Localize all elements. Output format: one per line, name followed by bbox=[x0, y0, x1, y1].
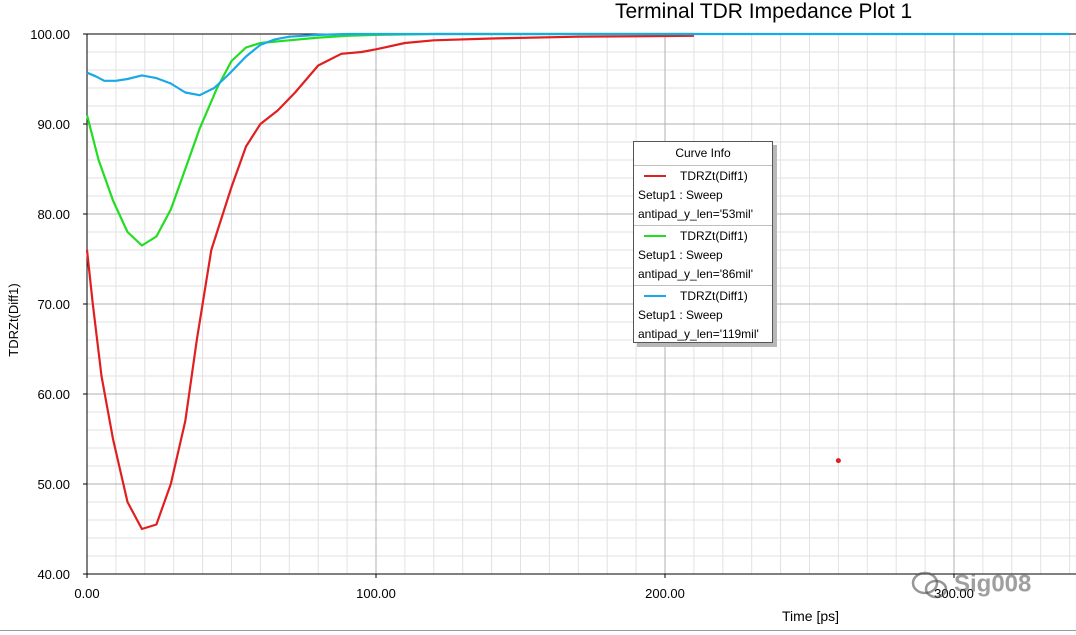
legend-param: antipad_y_len='53mil' bbox=[638, 207, 753, 221]
legend-series-name: TDRZt(Diff1) bbox=[680, 289, 748, 303]
legend-series-name: TDRZt(Diff1) bbox=[680, 169, 748, 183]
y-tick-label: 50.00 bbox=[37, 477, 70, 492]
y-tick-label: 60.00 bbox=[37, 387, 70, 402]
legend-swatch-red bbox=[644, 175, 666, 177]
legend-param: antipad_y_len='86mil' bbox=[638, 267, 753, 281]
series-line-1 bbox=[85, 34, 694, 531]
legend-title: Curve Info bbox=[634, 142, 772, 166]
legend-param: antipad_y_len='119mil' bbox=[638, 327, 759, 341]
legend-entry-2[interactable]: TDRZt(Diff1) Setup1 : Sweep antipad_y_le… bbox=[634, 226, 772, 286]
y-tick-label: 80.00 bbox=[37, 207, 70, 222]
y-tick-label: 100.00 bbox=[30, 27, 70, 42]
wechat-logo-icon bbox=[910, 570, 950, 600]
legend-swatch-blue bbox=[644, 295, 666, 297]
legend-setup: Setup1 : Sweep bbox=[638, 248, 723, 262]
chart-title: Terminal TDR Impedance Plot 1 bbox=[615, 0, 913, 23]
y-tick-label: 70.00 bbox=[37, 297, 70, 312]
marker-dot bbox=[835, 458, 841, 464]
legend-swatch-green bbox=[644, 235, 666, 237]
y-axis-label: TDRZt(Diff1) bbox=[6, 283, 21, 357]
curve-info-legend[interactable]: Curve Info TDRZt(Diff1) Setup1 : Sweep a… bbox=[633, 141, 773, 343]
watermark-text: Sig008 bbox=[954, 570, 1032, 598]
y-tick-label: 40.00 bbox=[37, 567, 70, 582]
series-line-3 bbox=[86, 32, 1070, 97]
legend-series-name: TDRZt(Diff1) bbox=[680, 229, 748, 243]
x-tick-label: 200.00 bbox=[645, 586, 685, 601]
x-tick-label: 100.00 bbox=[356, 586, 396, 601]
legend-setup: Setup1 : Sweep bbox=[638, 188, 723, 202]
legend-entry-1[interactable]: TDRZt(Diff1) Setup1 : Sweep antipad_y_le… bbox=[634, 166, 772, 226]
window-bottom-border bbox=[0, 630, 1076, 631]
legend-setup: Setup1 : Sweep bbox=[638, 308, 723, 322]
y-tick-label: 90.00 bbox=[37, 117, 70, 132]
x-axis-label: Time [ps] bbox=[782, 608, 840, 624]
x-tick-label: 0.00 bbox=[74, 586, 99, 601]
x-tick-label: 300.00 bbox=[934, 586, 974, 601]
legend-entry-3[interactable]: TDRZt(Diff1) Setup1 : Sweep antipad_y_le… bbox=[634, 286, 772, 345]
watermark: Sig008 bbox=[910, 570, 1031, 600]
